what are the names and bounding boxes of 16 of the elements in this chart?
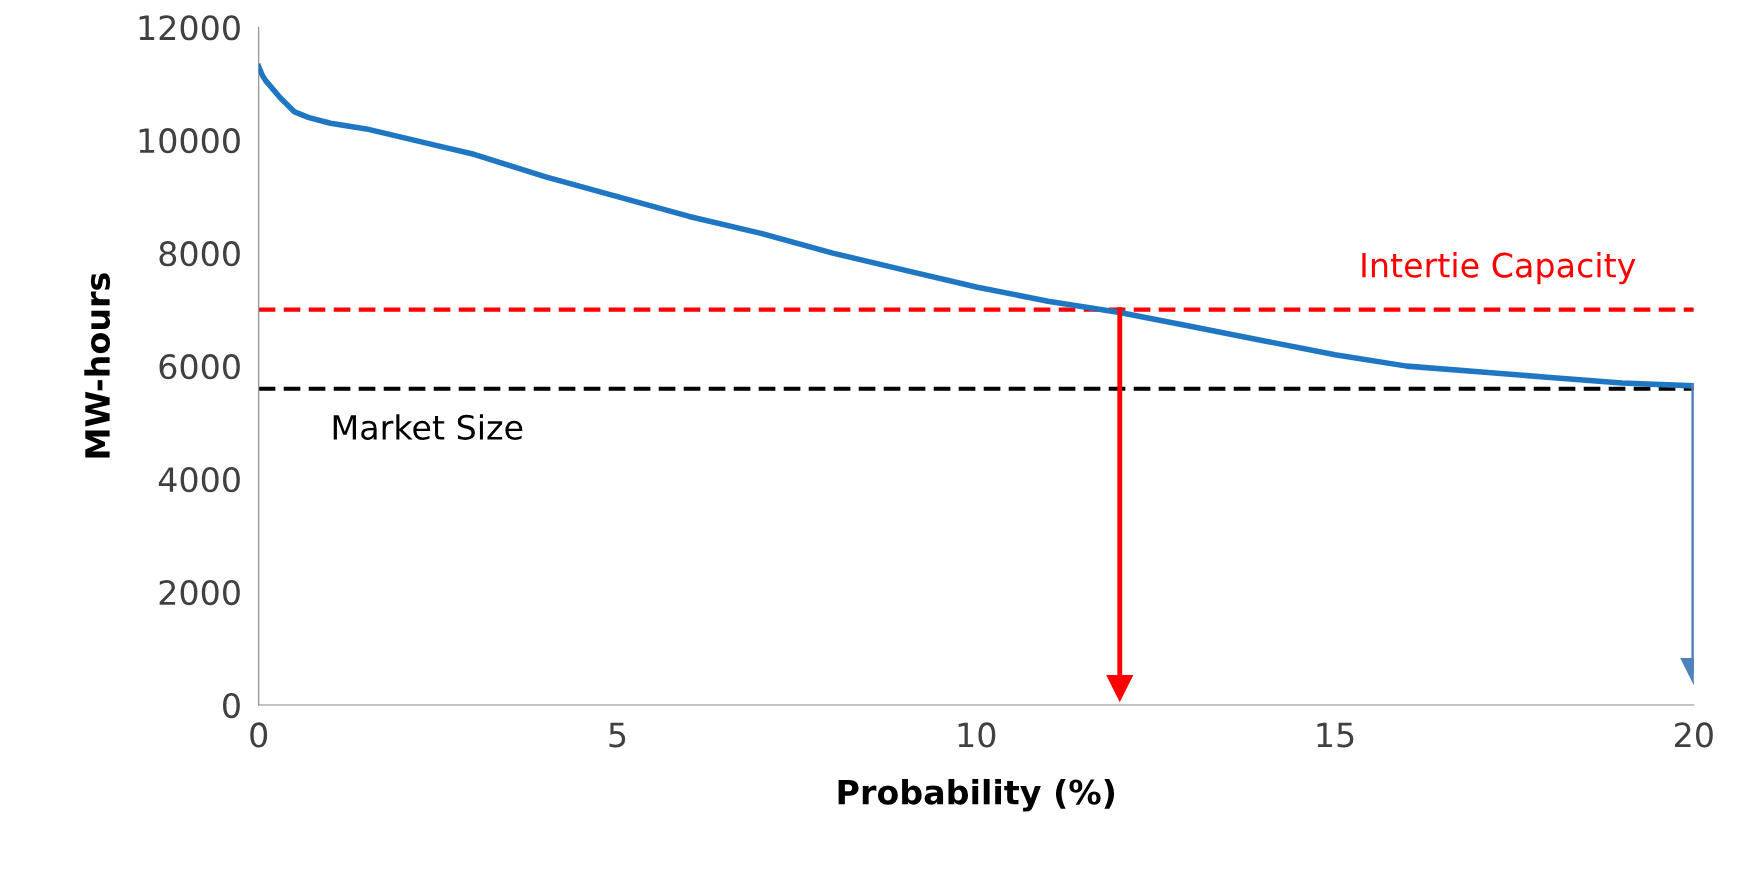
ref-line-label: Market Size [333,414,523,440]
y-tick-label: 10000 [139,128,240,154]
x-axis-title: Probability (%) [838,778,1115,812]
x-tick-label: 5 [609,722,626,748]
x-tick-label: 15 [1317,722,1354,748]
y-tick-label: 0 [223,692,240,719]
y-tick-label: 8000 [159,241,240,267]
y-tick-label: 12000 [139,15,240,41]
y-axis-title: MW-hours [84,273,111,458]
y-tick-label: 2000 [159,579,240,606]
x-tick-label: 10 [958,722,996,748]
x-tick-label: 0 [250,722,268,748]
x-tick-label: 20 [1675,722,1713,748]
y-tick-label: 6000 [159,354,240,380]
ref-line-label: Intertie Capacity [1362,251,1636,285]
y-tick-label: 4000 [158,467,240,493]
